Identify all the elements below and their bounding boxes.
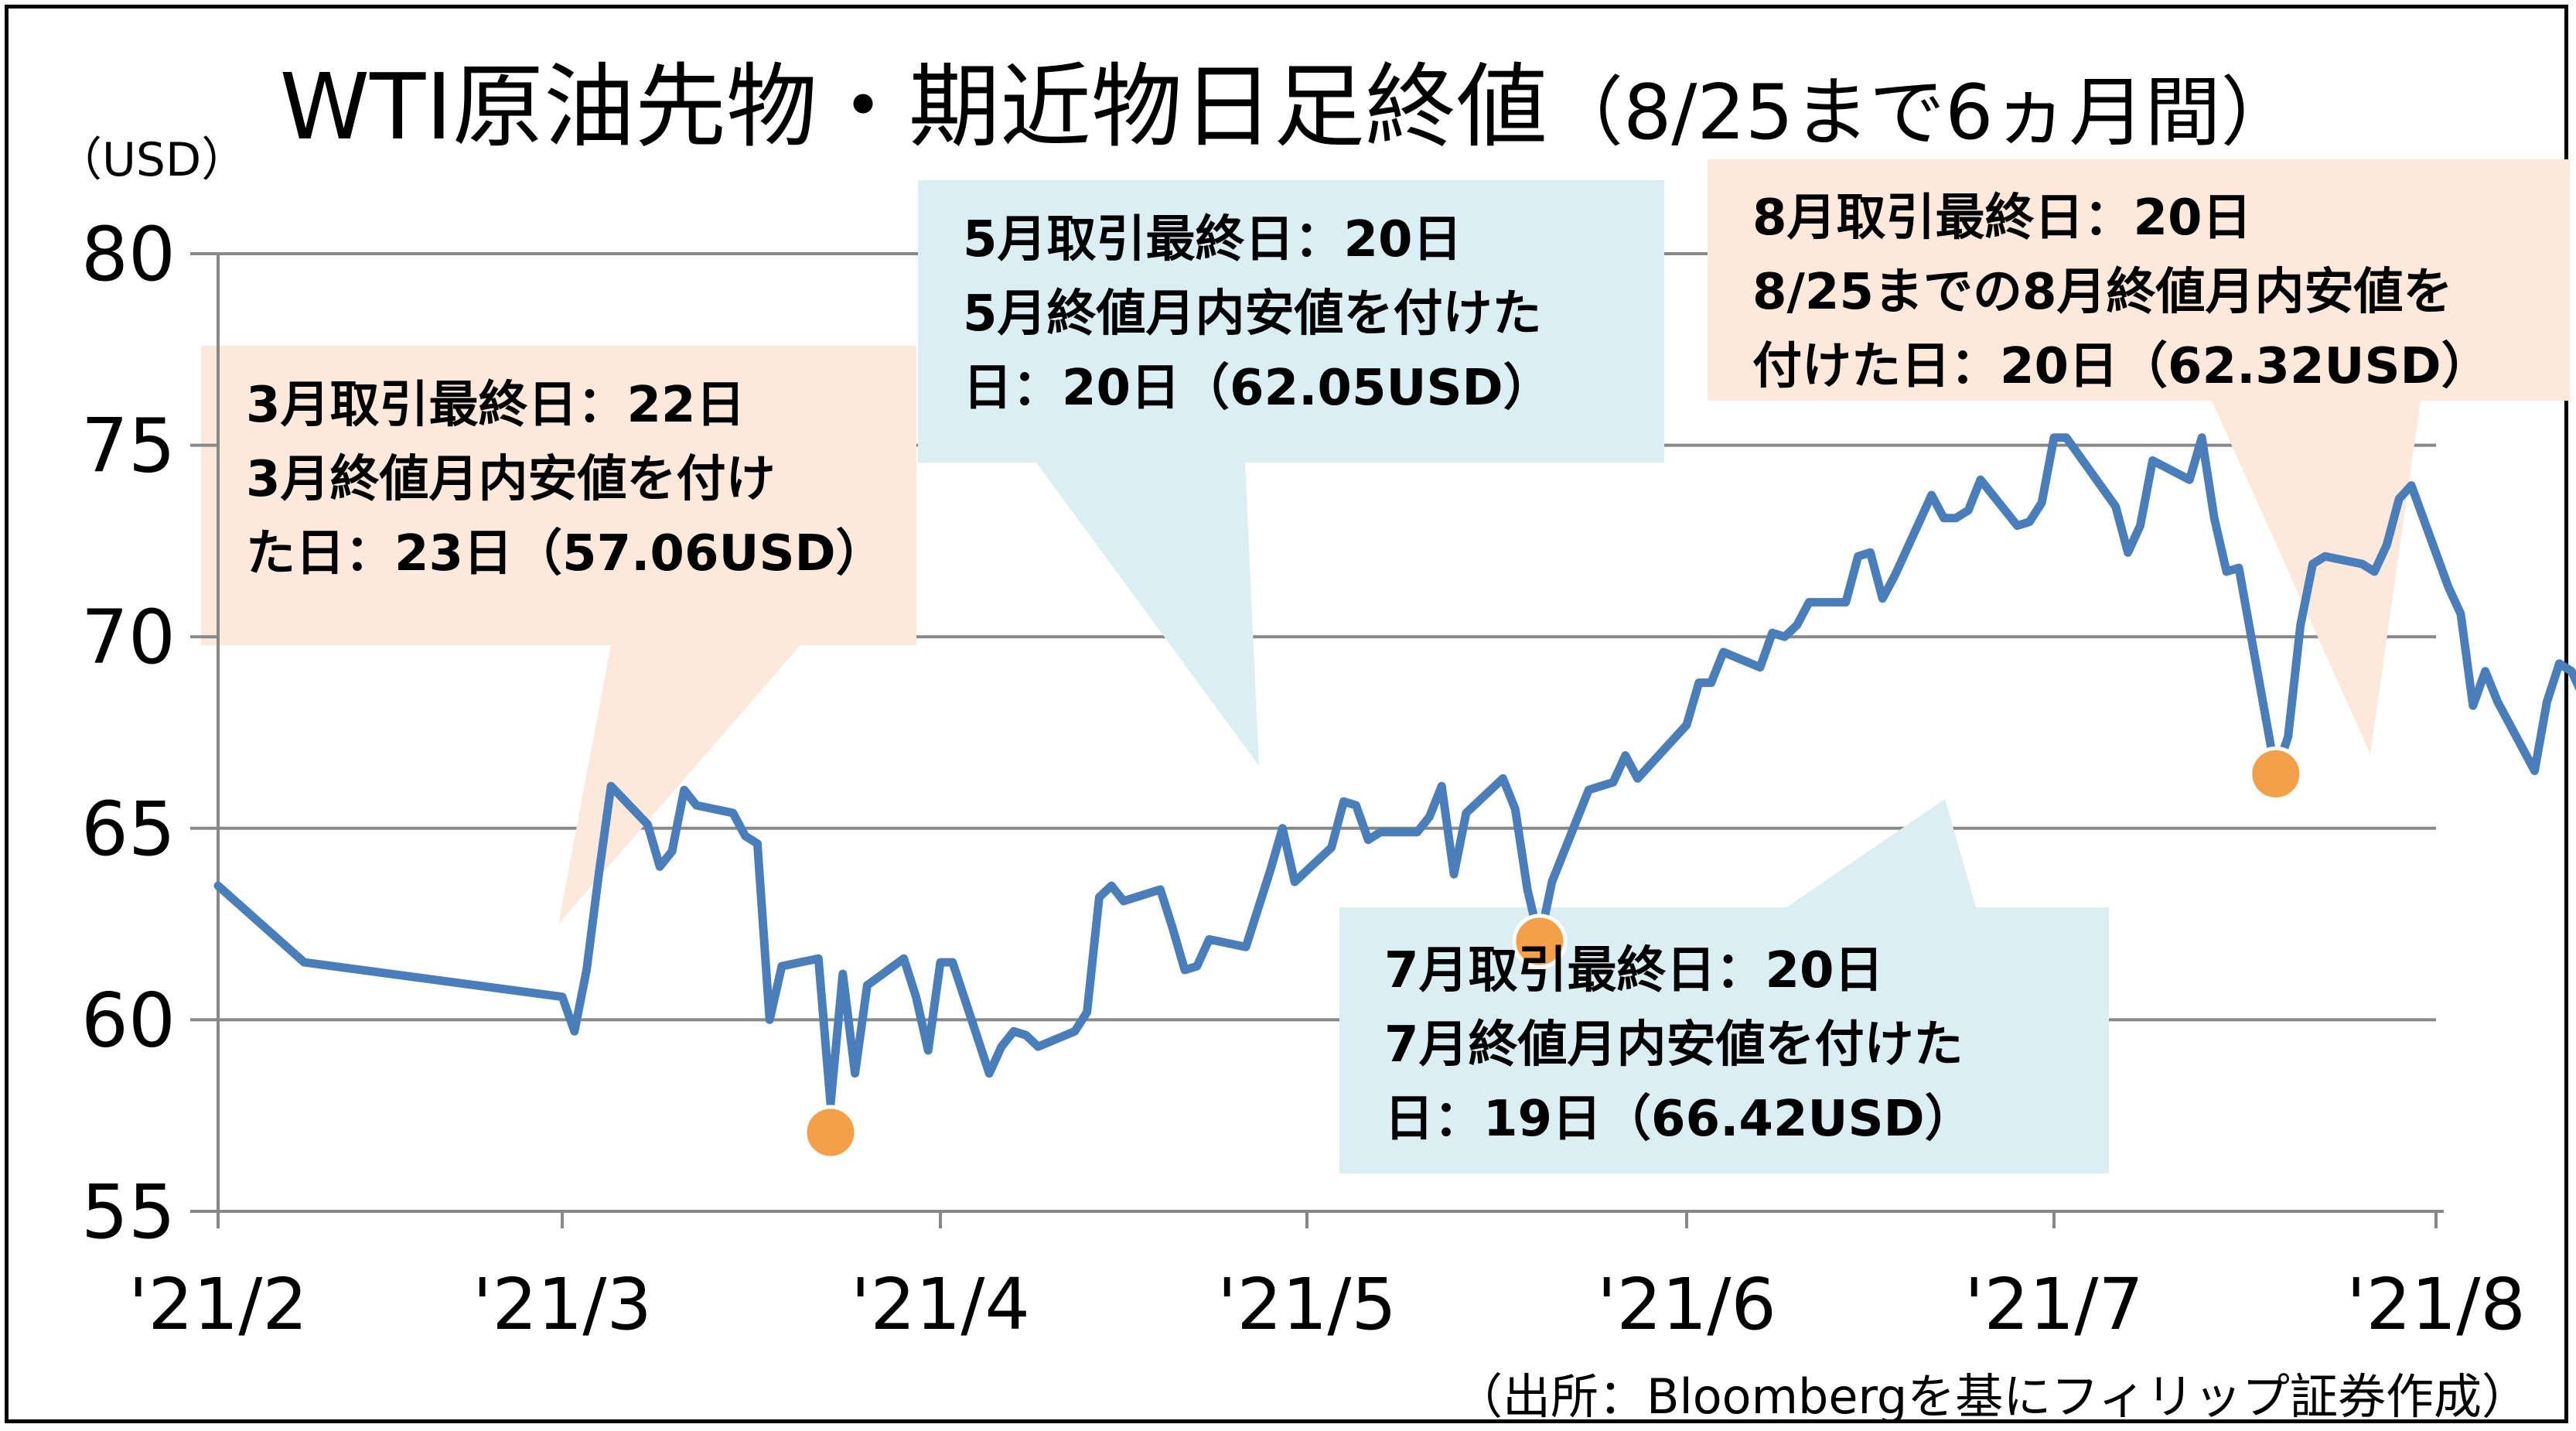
y-tick-label: 75 xyxy=(81,403,176,490)
axes: 55 60 65 70 75 80 '21/2 '21/3 '21/4 '21/5 '21/6 '21… xyxy=(81,211,2526,1346)
x-tick-label: '21/2 xyxy=(128,1263,308,1346)
x-tick-label: '21/7 xyxy=(1964,1263,2144,1346)
chart-title: WTI原油先物・期近物日足終値 xyxy=(279,53,1548,160)
callout-pointer-2 xyxy=(1036,463,1259,766)
callout-pointer-1 xyxy=(558,645,800,924)
y-tick-label: 70 xyxy=(81,594,176,681)
series-line xyxy=(213,433,2576,1108)
callout-box-3 xyxy=(1708,159,2570,401)
callout-box-2 xyxy=(918,180,1664,463)
y-tick-label: 80 xyxy=(81,211,176,298)
source-note: （出所：Bloombergを基にフィリップ証券作成） xyxy=(1454,1368,2530,1425)
callout-text-2: 5月取引最終日：20日 5月終値月内安値を付けた 日：20日（62.05USD） xyxy=(963,203,1553,425)
callout-line: 日：20日（62.05USD） xyxy=(963,360,1553,417)
x-tick-label: '21/5 xyxy=(1217,1263,1397,1346)
highlight-markers xyxy=(803,746,2304,1160)
x-tick-label: '21/6 xyxy=(1597,1263,1776,1346)
callout-line: 7月終値月内安値を付けた xyxy=(1384,1016,1964,1074)
callout-line: 付けた日：20日（62.32USD） xyxy=(1752,338,2491,395)
monthly-low-marker xyxy=(803,1105,858,1160)
callout-pointer-3 xyxy=(2212,401,2421,754)
y-axis-unit: （USD） xyxy=(56,133,248,187)
callout-pointer-4 xyxy=(1786,799,1976,907)
chart-frame xyxy=(5,5,2568,1423)
callout-line: 5月取引最終日：20日 xyxy=(963,211,1462,268)
callout-text-3: 8月取引最終日：20日 8/25までの8月終値月内安値を 付けた日：20日（62.3… xyxy=(1752,181,2491,404)
x-tick-label: '21/3 xyxy=(473,1263,652,1346)
chart-subtitle: （8/25まで6ヵ月間） xyxy=(1547,69,2297,157)
monthly-low-marker xyxy=(1512,914,1568,969)
y-tick-label: 60 xyxy=(81,977,176,1064)
callout-line: た日：23日（57.06USD） xyxy=(246,525,885,582)
callout-line: 8/25までの8月終値月内安値を xyxy=(1752,264,2453,321)
callout-line: 5月終値月内安値を付けた xyxy=(963,285,1542,343)
callout-box-1 xyxy=(201,346,916,645)
callout-shapes xyxy=(201,159,2570,1173)
monthly-low-marker xyxy=(2248,746,2304,801)
callout-line: 7月取引最終日：20日 xyxy=(1384,942,1884,999)
callout-box-4 xyxy=(1339,907,2109,1173)
callout-line: 8月取引最終日：20日 xyxy=(1752,190,2252,247)
callout-text-4: 7月取引最終日：20日 7月終値月内安値を付けた 日：19日（66.42USD） xyxy=(1384,934,1974,1156)
x-tick-label: '21/4 xyxy=(851,1263,1030,1346)
x-tick-label: '21/8 xyxy=(2346,1263,2526,1346)
callout-text-1: 3月取引最終日：22日 3月終値月内安値を付けた日：23日（57.06USD） xyxy=(246,368,885,591)
series-layer xyxy=(213,433,2576,1108)
callout-line: 日：19日（66.42USD） xyxy=(1384,1091,1974,1148)
chart-title-row: WTI原油先物・期近物日足終値（8/25まで6ヵ月間） xyxy=(0,32,2576,165)
y-tick-label: 55 xyxy=(81,1169,176,1255)
callout-line: 3月終値月内安値を付け xyxy=(246,451,776,508)
y-tick-label: 65 xyxy=(81,786,176,873)
callout-line: 3月取引最終日：22日 xyxy=(246,377,746,434)
